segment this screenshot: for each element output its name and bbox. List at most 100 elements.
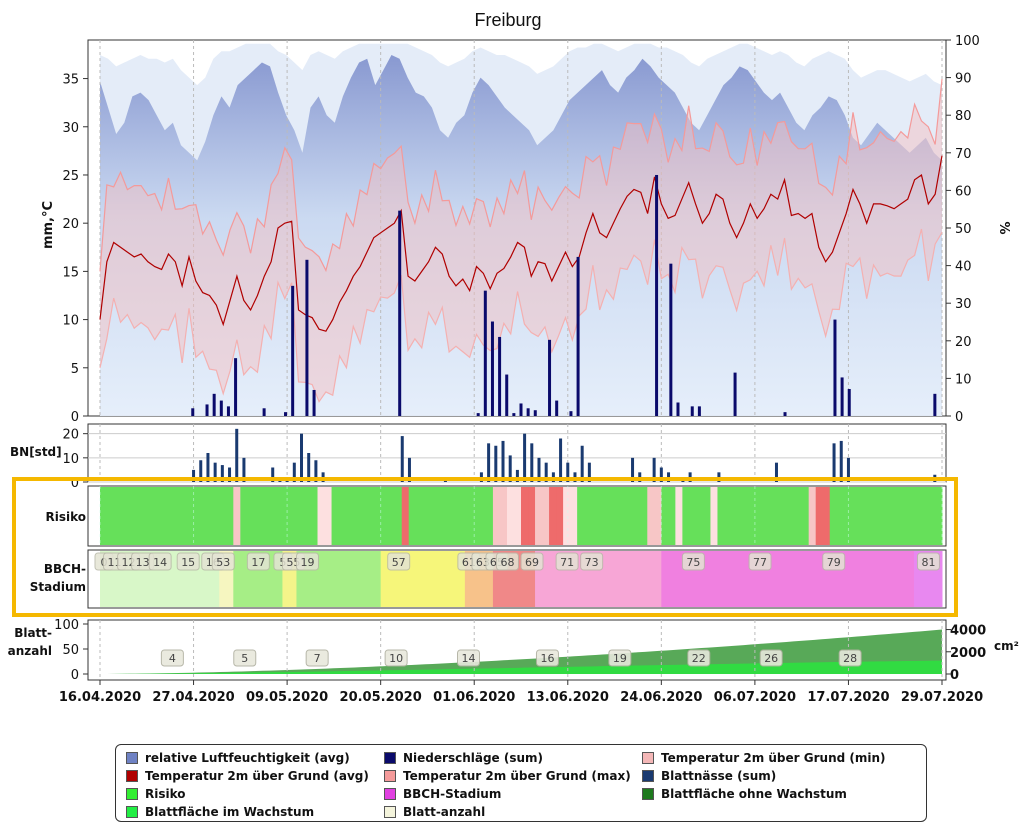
bn-bar: [566, 462, 570, 482]
risk-cell: [738, 487, 747, 545]
bbch-cell: [240, 551, 248, 607]
y-right-tick-label: 0: [955, 410, 963, 425]
legend-item[interactable]: Risiko: [126, 785, 384, 802]
bn-bar: [688, 472, 692, 482]
risk-cell: [612, 487, 620, 545]
legend-swatch: [126, 769, 138, 782]
y-right-tick-label: 20: [955, 335, 972, 350]
legend-label: Temperatur 2m über Grund (max): [403, 768, 631, 783]
humidity-area: [100, 55, 942, 416]
risk-cell: [521, 487, 529, 545]
bbch-cell: [373, 551, 382, 607]
risk-cell: [570, 487, 578, 545]
risk-cell: [920, 487, 929, 545]
legend-item[interactable]: Temperatur 2m über Grund (max): [384, 767, 642, 784]
risk-cell: [184, 487, 192, 545]
legend-swatch: [384, 805, 396, 818]
bbch-label: 77: [753, 556, 767, 569]
bbch-cell: [682, 551, 690, 607]
precip-bar: [783, 412, 787, 416]
leaf-tick-label: 100: [54, 618, 79, 633]
risk-cell: [850, 487, 859, 545]
legend-item[interactable]: Blattfläche im Wachstum: [126, 803, 384, 820]
legend-item[interactable]: Blattfläche ohne Wachstum: [642, 785, 900, 802]
bn-bar: [278, 477, 282, 482]
risk-cell: [836, 487, 845, 545]
risk-cell: [864, 487, 873, 545]
legend-item[interactable]: relative Luftfeuchtigkeit (avg): [126, 749, 384, 766]
bbch-label-box: [176, 552, 200, 571]
bbch-label-box: [295, 552, 319, 571]
bn-bar: [407, 457, 411, 482]
precip-bar: [733, 372, 737, 416]
precip-bar: [555, 400, 559, 416]
y-right-tick-label: 30: [955, 297, 972, 312]
y-left-tick-label: 35: [62, 73, 79, 88]
risk-cell: [913, 487, 922, 545]
risk-cell: [282, 487, 290, 545]
bbch-cell: [920, 551, 929, 607]
bbch-cell: [135, 551, 143, 607]
legend-swatch: [126, 751, 138, 764]
risk-cell: [626, 487, 634, 545]
bbch-cell: [787, 551, 796, 607]
bn-bar: [580, 445, 584, 482]
bbch-cell: [794, 551, 803, 607]
bbch-cell: [731, 551, 740, 607]
risk-cell: [619, 487, 627, 545]
bbch-label: 68: [500, 556, 514, 569]
risk-cell: [345, 487, 354, 545]
risk-cell: [156, 487, 164, 545]
precip-bar: [291, 285, 295, 416]
bn-bar: [192, 469, 196, 482]
bn-bar: [494, 445, 498, 482]
risk-cell: [535, 487, 543, 545]
precip-bar: [312, 389, 316, 416]
precip-bar: [533, 410, 537, 416]
legend-item[interactable]: BBCH-Stadium: [384, 785, 642, 802]
bbch-label-box: [211, 552, 235, 571]
leaf-count-box: [233, 649, 257, 667]
bbch-cell: [331, 551, 340, 607]
bbch-cell: [892, 551, 901, 607]
legend-item[interactable]: Blatt-anzahl: [384, 803, 642, 820]
bbch-label-box: [555, 552, 579, 571]
risk-cell: [822, 487, 831, 545]
bbch-cell: [864, 551, 873, 607]
bbch-cell: [563, 551, 571, 607]
risk-cell: [689, 487, 697, 545]
risk-cell: [499, 487, 508, 545]
bn-bar: [235, 428, 239, 482]
bn-bar: [537, 457, 541, 482]
risk-cell: [387, 487, 396, 545]
legend-item[interactable]: Temperatur 2m über Grund (avg): [126, 767, 384, 784]
legend-item[interactable]: Niederschläge (sum): [384, 749, 642, 766]
bbch-cell: [289, 551, 297, 607]
legend-item[interactable]: Blattnässe (sum): [642, 767, 900, 784]
risk-cell: [759, 487, 768, 545]
bbch-label: 15: [181, 556, 195, 569]
legend-item[interactable]: Temperatur 2m über Grund (min): [642, 749, 900, 766]
risk-cell: [513, 487, 522, 545]
risk-cell: [710, 487, 718, 545]
bbch-label-box: [520, 552, 544, 571]
bbch-cell: [478, 551, 487, 607]
risk-cell: [191, 487, 199, 545]
bbch-label-box: [246, 552, 270, 571]
risk-cell: [661, 487, 669, 545]
bn-bar: [659, 467, 663, 482]
legend-label: Blatt-anzahl: [403, 804, 486, 819]
bbch-label-box: [580, 552, 604, 571]
risk-cell: [591, 487, 599, 545]
bbch-cell: [549, 551, 557, 607]
bbch-cell: [310, 551, 319, 607]
bbch-cell: [429, 551, 438, 607]
risk-cell: [429, 487, 438, 545]
x-tick-label: 20.05.2020: [340, 690, 422, 705]
risk-cell: [394, 487, 403, 545]
bbch-cell: [492, 551, 501, 607]
bbch-cell: [836, 551, 845, 607]
bn-bar: [681, 477, 685, 482]
bbch-cell: [268, 551, 276, 607]
y-left-tick-label: 25: [62, 169, 79, 184]
